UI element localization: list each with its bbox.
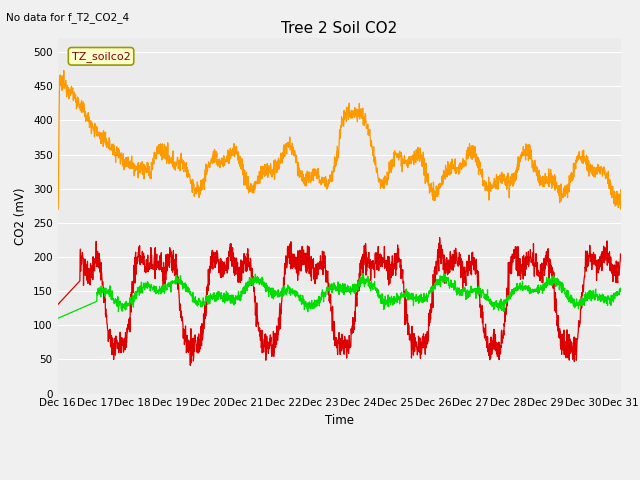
Tree2 -8cm (497, 304, 505, 310)
Tree2 -2cm (601, 245, 609, 251)
Tree2 -4cm (328, 168, 335, 174)
Tree2 -4cm (497, 170, 505, 176)
Line: Tree2 -8cm: Tree2 -8cm (58, 274, 621, 318)
Tree2 -2cm (328, 309, 335, 314)
Tree2 -8cm (359, 271, 367, 276)
Tree2 -8cm (313, 302, 321, 308)
Text: No data for f_T2_CO2_4: No data for f_T2_CO2_4 (6, 12, 129, 23)
Line: Tree2 -2cm: Tree2 -2cm (58, 238, 621, 365)
Tree2 -8cm (600, 298, 608, 303)
Tree2 -4cm (601, 168, 609, 173)
Tree2 -4cm (617, 187, 625, 192)
Tree2 -2cm (313, 276, 321, 282)
Tree2 -8cm (83, 303, 90, 309)
Tree2 -4cm (600, 171, 608, 177)
Text: TZ_soilco2: TZ_soilco2 (72, 51, 131, 62)
Legend: Tree2 -2cm, Tree2 -4cm, Tree2 -8cm: Tree2 -2cm, Tree2 -4cm, Tree2 -8cm (184, 476, 495, 480)
Tree2 -8cm (54, 315, 61, 321)
Tree2 -2cm (186, 362, 194, 368)
Tree2 -4cm (313, 175, 321, 180)
Tree2 -2cm (436, 235, 444, 240)
Y-axis label: CO2 (mV): CO2 (mV) (15, 187, 28, 245)
Tree2 -8cm (328, 282, 335, 288)
Tree2 -8cm (617, 286, 625, 291)
Tree2 -2cm (601, 252, 609, 258)
Tree2 -4cm (54, 206, 61, 212)
Tree2 -2cm (83, 263, 90, 269)
Tree2 -2cm (54, 302, 61, 308)
Tree2 -8cm (601, 294, 609, 300)
Tree2 -4cm (60, 68, 68, 73)
Tree2 -4cm (83, 117, 90, 123)
Title: Tree 2 Soil CO2: Tree 2 Soil CO2 (281, 21, 397, 36)
Tree2 -2cm (498, 327, 506, 333)
X-axis label: Time: Time (324, 414, 354, 427)
Tree2 -2cm (617, 252, 625, 258)
Line: Tree2 -4cm: Tree2 -4cm (58, 71, 621, 209)
